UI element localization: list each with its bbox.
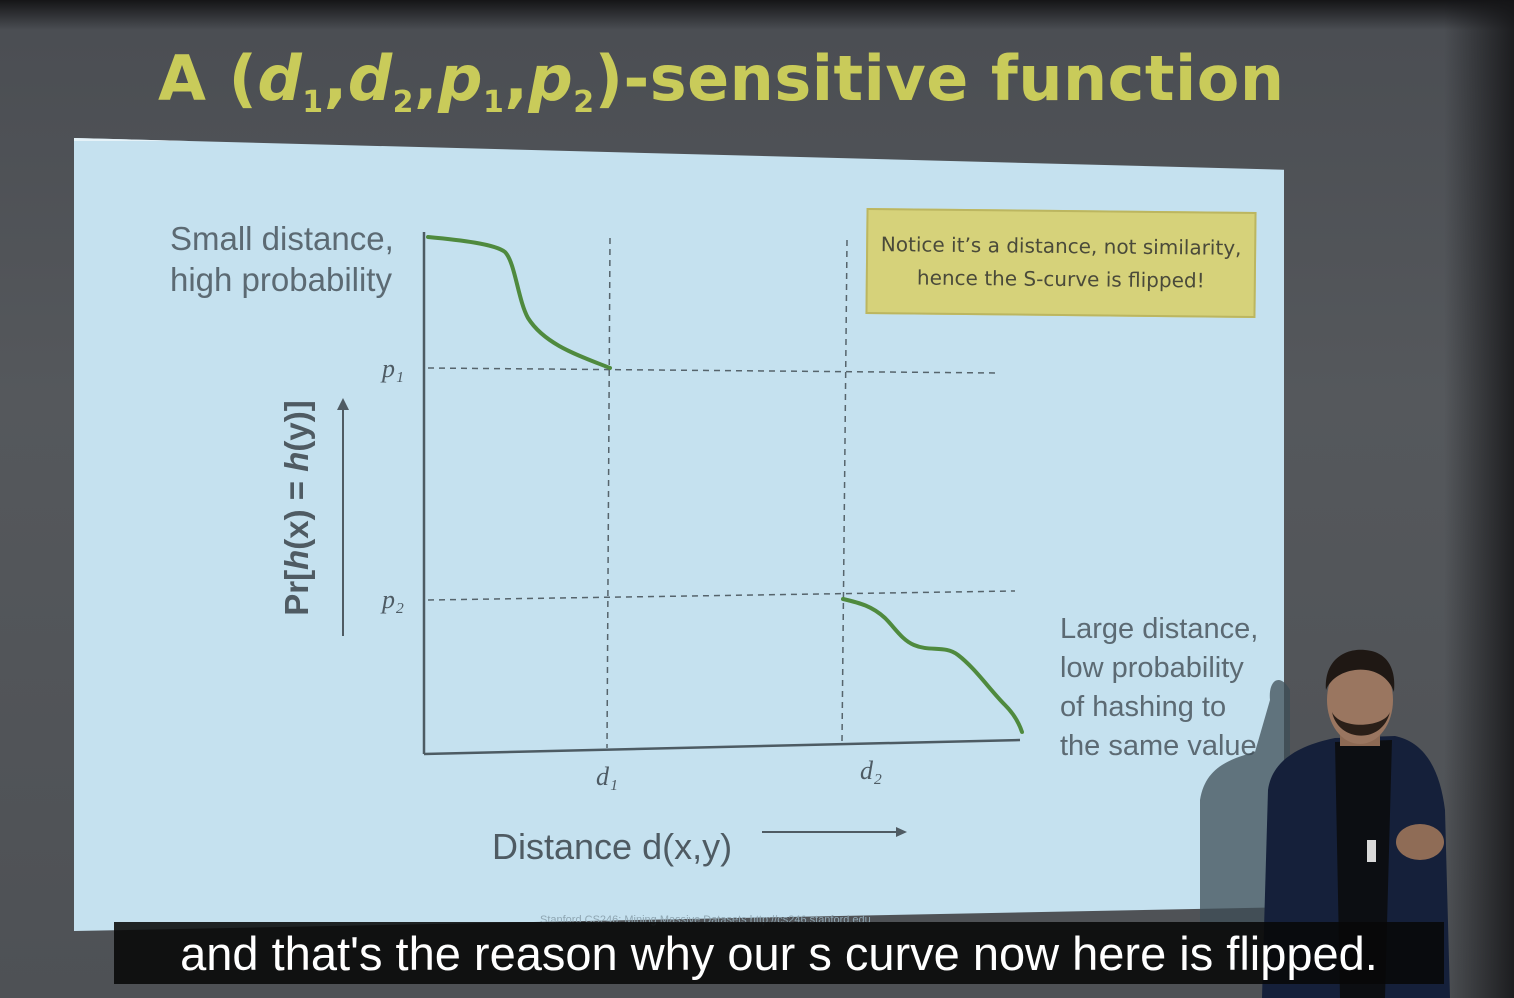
- p2-tick-label: p₂: [382, 585, 405, 614]
- d1-guide-line: [606, 237, 611, 749]
- y-label-arrowhead: [337, 398, 349, 410]
- high-probability-curve: [426, 235, 612, 370]
- caption-text: and that's the reason why our s curve no…: [180, 926, 1378, 980]
- screen-right-shadow: [1444, 0, 1514, 998]
- caption-bar: and that's the reason why our s curve no…: [114, 922, 1444, 984]
- screen-top-shadow: [0, 0, 1514, 30]
- small-distance-label: Small distance, high probability: [170, 220, 394, 298]
- x-label-arrowhead: [896, 827, 907, 837]
- x-axis-label: Distance d(x,y): [492, 826, 733, 867]
- d2-tick-label: d₂: [860, 756, 883, 785]
- d1-tick-label: d₁: [596, 762, 619, 791]
- presenter-hair: [1325, 649, 1395, 692]
- large-distance-label: Large distance, low probability of hashi…: [1060, 613, 1259, 762]
- presenter-remote: [1367, 840, 1376, 862]
- p1-tick-label: p₁: [382, 354, 405, 383]
- slide-title: A (d1,d2,p1,p2)-sensitive function: [158, 42, 1285, 120]
- presenter-beard: [1332, 712, 1390, 736]
- d2-guide-line: [841, 239, 848, 743]
- low-probability-curve: [841, 597, 1024, 734]
- p2-guide-line: [427, 590, 1016, 601]
- presenter-hand: [1396, 824, 1444, 860]
- p1-guide-line: [427, 367, 999, 374]
- x-axis: [423, 738, 1021, 756]
